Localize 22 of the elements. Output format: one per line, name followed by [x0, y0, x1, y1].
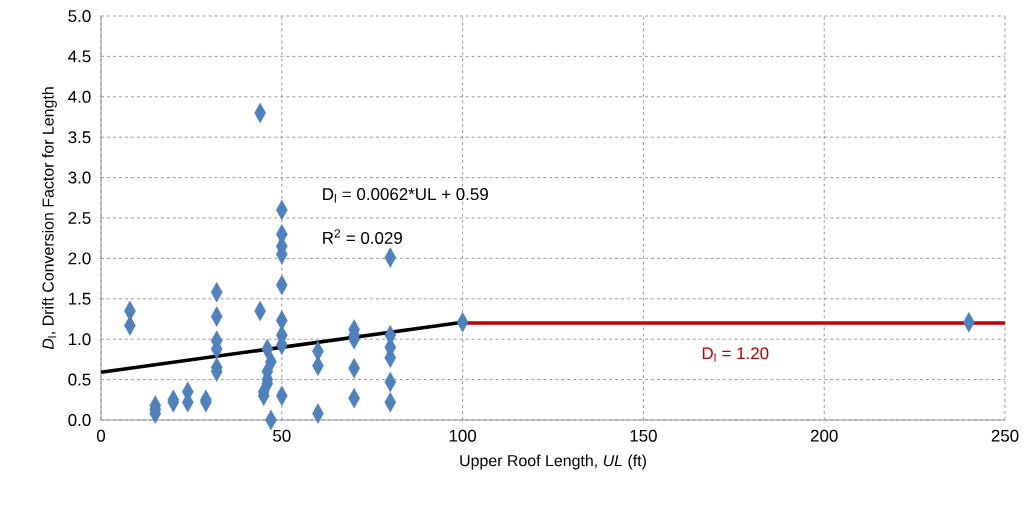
- y-tick-label: 5.0: [68, 9, 91, 22]
- x-axis-title: Upper Roof Length, UL (ft): [460, 454, 646, 470]
- y-tick-label: 0.5: [68, 373, 91, 386]
- y-tick-label: 1.5: [69, 292, 91, 305]
- y-axis-title: D$_{l}$, Drift Conversion Factor for Length: [42, 87, 57, 350]
- x-tick-label: 50: [273, 429, 291, 442]
- x-tick-label: 100: [449, 429, 477, 442]
- x-tick-label: 200: [810, 429, 838, 442]
- y-tick-label: 4.0: [68, 90, 91, 103]
- x-tick-label: 150: [630, 429, 657, 442]
- annotation: D$_{l}$ = 1.20: [702, 347, 769, 362]
- y-tick-label: 4.5: [68, 50, 91, 63]
- x-tick-label: 250: [991, 429, 1019, 442]
- y-tick-label: 0.0: [68, 413, 91, 426]
- y-tick-label: 1.0: [69, 333, 91, 346]
- annotation: R$^{2}$ = 0.029: [323, 229, 402, 244]
- y-tick-label: 3.5: [68, 131, 91, 144]
- annotation: D$_{l}$ = 0.0062*UL + 0.59: [323, 188, 488, 203]
- y-tick-label: 2.0: [68, 252, 91, 265]
- y-tick-label: 2.5: [68, 211, 91, 224]
- y-tick-label: 3.0: [68, 171, 91, 184]
- x-tick-label: 0: [96, 429, 106, 442]
